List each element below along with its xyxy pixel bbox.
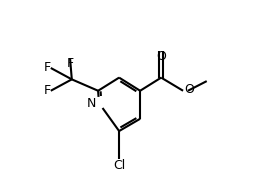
Text: O: O (184, 83, 194, 96)
Text: Cl: Cl (113, 159, 125, 172)
Text: F: F (44, 84, 51, 97)
Text: N: N (86, 96, 96, 109)
Text: F: F (67, 57, 74, 70)
Text: F: F (44, 61, 51, 74)
Text: O: O (156, 50, 166, 63)
